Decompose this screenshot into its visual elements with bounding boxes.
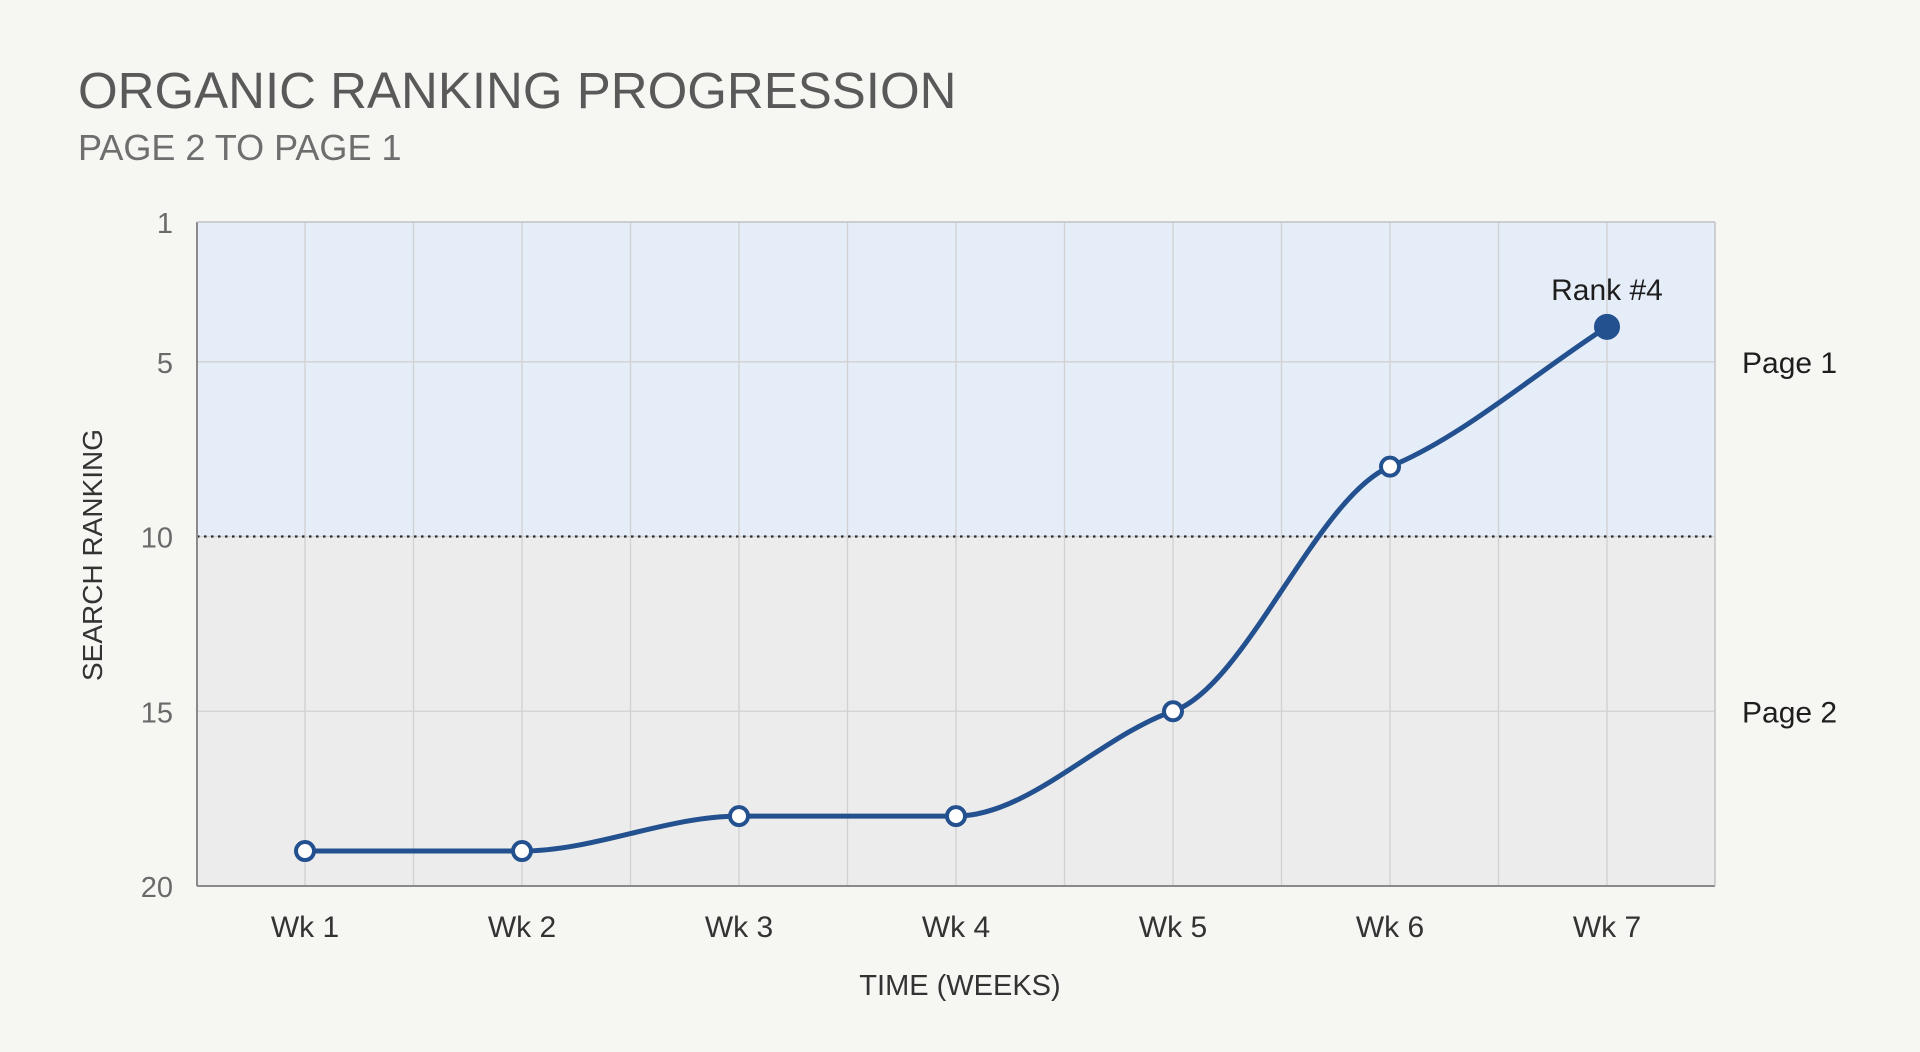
- data-point: [511, 840, 533, 863]
- data-point: [728, 805, 750, 828]
- x-axis-label: TIME (WEEKS): [859, 970, 1060, 1002]
- x-tick-label: Wk 1: [271, 911, 339, 944]
- x-tick-label: Wk 3: [705, 911, 773, 944]
- data-point: [945, 805, 967, 828]
- y-tick-label: 10: [141, 523, 173, 555]
- y-tick-label: 20: [141, 872, 173, 904]
- y-axis-label: SEARCH RANKING: [77, 429, 108, 681]
- x-tick-label: Wk 2: [488, 911, 556, 944]
- data-point: [1379, 455, 1401, 478]
- x-tick-label: Wk 7: [1573, 911, 1641, 944]
- data-point: [1162, 700, 1184, 723]
- chart-subtitle: PAGE 2 TO PAGE 1: [78, 127, 401, 168]
- x-tick-label: Wk 4: [922, 911, 990, 944]
- final-data-point: [1594, 313, 1620, 340]
- band-label: Page 2: [1742, 696, 1837, 729]
- annotation-label: Rank #4: [1551, 274, 1663, 307]
- y-tick-label: 5: [157, 348, 173, 380]
- chart-title: ORGANIC RANKING PROGRESSION: [78, 62, 956, 119]
- data-point: [294, 840, 316, 863]
- x-tick-label: Wk 6: [1356, 911, 1424, 944]
- band-label: Page 1: [1742, 347, 1837, 380]
- y-tick-label: 1: [157, 208, 173, 240]
- y-tick-label: 15: [141, 697, 173, 729]
- x-tick-label: Wk 5: [1139, 911, 1207, 944]
